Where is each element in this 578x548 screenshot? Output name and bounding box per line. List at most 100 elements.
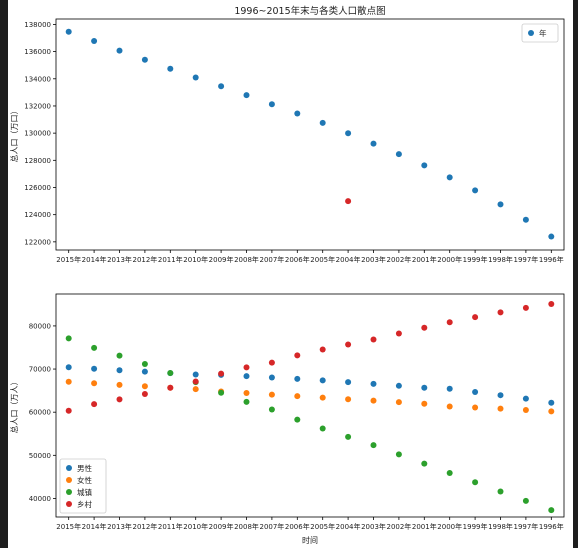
data-point-年 (192, 74, 199, 81)
legend-label: 城镇 (77, 487, 92, 497)
x-tick-label: 2002年 (386, 522, 411, 531)
x-tick-label: 2012年 (132, 522, 157, 531)
data-point-男性 (65, 364, 72, 371)
x-tick-label: 2012年 (132, 255, 157, 264)
data-point-城镇 (497, 488, 504, 495)
data-point-男性 (243, 373, 250, 380)
data-point-年 (294, 110, 301, 117)
data-point-女性 (91, 380, 98, 387)
data-point-男性 (192, 371, 199, 378)
x-axis-label: 时间 (302, 535, 318, 545)
data-point-年 (395, 151, 402, 158)
data-point-男性 (319, 377, 326, 384)
x-tick-label: 2015年 (56, 522, 81, 531)
x-tick-label: 1997年 (513, 522, 538, 531)
data-point-年 (522, 216, 529, 223)
data-point-乡村 (268, 359, 275, 366)
data-point-乡村 (192, 378, 199, 385)
data-point-男性 (421, 384, 428, 391)
data-point-城镇 (65, 335, 72, 342)
y-tick-label: 134000 (24, 75, 51, 83)
data-point-乡村 (548, 300, 555, 307)
chart-title: 1996~2015年末与各类人口散点图 (234, 5, 385, 17)
legend-label: 年 (539, 28, 547, 38)
data-point-女性 (472, 404, 479, 411)
legend-box (521, 23, 559, 43)
x-tick-label: 2013年 (107, 522, 132, 531)
data-point-男性 (91, 365, 98, 372)
y-tick-label: 80000 (29, 322, 51, 330)
data-point-乡村 (91, 401, 98, 408)
data-point-年 (91, 37, 98, 44)
x-tick-label: 1997年 (513, 255, 538, 264)
y-tick-label: 124000 (24, 211, 51, 219)
x-tick-label: 2010年 (183, 255, 208, 264)
data-point-年 (141, 56, 148, 63)
data-point-女性 (522, 407, 529, 414)
x-tick-label: 1999年 (463, 255, 488, 264)
data-point-城镇 (294, 416, 301, 423)
plot-frame (55, 293, 565, 518)
y-tick-label: 122000 (24, 238, 51, 246)
x-tick-label: 2011年 (158, 522, 183, 531)
data-point-城镇 (421, 460, 428, 467)
data-point-年 (319, 119, 326, 126)
data-point-乡村 (116, 396, 123, 403)
data-point-女性 (116, 381, 123, 388)
y-tick-label: 128000 (24, 157, 51, 165)
data-point-男性 (522, 395, 529, 402)
data-point-年 (497, 201, 504, 208)
x-tick-label: 2003年 (361, 255, 386, 264)
y-tick-label: 126000 (24, 184, 51, 192)
x-tick-label: 2006年 (285, 522, 310, 531)
data-point-城镇 (268, 406, 275, 413)
data-point-男性 (548, 399, 555, 406)
data-point-乡村 (446, 319, 453, 326)
y-tick-label: 70000 (29, 366, 51, 374)
data-point-年 (345, 130, 352, 137)
data-point-女性 (192, 386, 199, 393)
x-tick-label: 2000年 (437, 522, 462, 531)
legend-label: 男性 (77, 463, 92, 473)
data-point-乡村 (421, 324, 428, 331)
data-point-城镇 (116, 352, 123, 359)
data-point-男性 (497, 392, 504, 399)
data-point-乡村 (395, 330, 402, 337)
data-point-城镇 (141, 360, 148, 367)
legend-label: 乡村 (77, 499, 92, 509)
x-tick-label: 2009年 (209, 522, 234, 531)
data-point-城镇 (91, 344, 98, 351)
x-tick-label: 2007年 (259, 255, 284, 264)
data-point-城镇 (370, 442, 377, 449)
y-axis-label: 总人口（万人） (9, 378, 19, 434)
x-tick-label: 2011年 (158, 255, 183, 264)
data-point-乡村 (218, 370, 225, 377)
data-point-男性 (472, 388, 479, 395)
y-tick-label: 130000 (24, 130, 51, 138)
data-point-城镇 (395, 451, 402, 458)
x-tick-label: 2000年 (437, 255, 462, 264)
data-point-女性 (548, 408, 555, 415)
data-point-女性 (268, 391, 275, 398)
data-point-年 (446, 174, 453, 181)
x-tick-label: 1996年 (539, 255, 564, 264)
data-point-年 (167, 65, 174, 72)
legend-marker (66, 489, 72, 495)
extra-data-point (345, 198, 352, 205)
data-point-女性 (370, 397, 377, 404)
data-point-城镇 (472, 479, 479, 486)
x-tick-label: 2007年 (259, 522, 284, 531)
data-point-男性 (268, 374, 275, 381)
x-tick-label: 2008年 (234, 255, 259, 264)
x-tick-label: 2014年 (82, 522, 107, 531)
y-tick-label: 138000 (24, 21, 51, 29)
data-point-城镇 (345, 433, 352, 440)
legend-marker (66, 501, 72, 507)
x-tick-label: 1999年 (463, 522, 488, 531)
x-tick-label: 2010年 (183, 522, 208, 531)
data-point-女性 (421, 400, 428, 407)
data-point-男性 (370, 380, 377, 387)
x-tick-label: 2003年 (361, 522, 386, 531)
data-point-年 (472, 187, 479, 194)
